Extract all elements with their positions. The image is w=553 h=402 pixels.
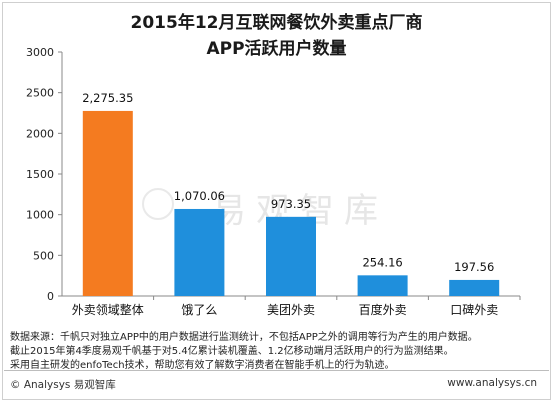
- y-tick-label: 0: [47, 290, 54, 303]
- data-label: 1,070.06: [174, 189, 225, 203]
- bar: [82, 110, 133, 296]
- y-tick-label: 2500: [26, 87, 54, 100]
- y-tick-label: 1500: [26, 168, 54, 181]
- x-tick-label: 外卖领域整体: [72, 302, 144, 317]
- data-label: 973.35: [271, 197, 311, 211]
- y-tick-label: 3000: [26, 46, 54, 59]
- data-label: 2,275.35: [82, 91, 133, 105]
- x-tick-label: 饿了么: [181, 303, 217, 317]
- x-tick-label: 口碑外卖: [450, 302, 498, 317]
- y-tick-label: 500: [33, 249, 54, 262]
- data-label: 197.56: [454, 260, 494, 274]
- chart-title-line2: APP活跃用户数量: [206, 39, 347, 59]
- watermark-logo-icon: [142, 188, 174, 220]
- y-tick-label: 2000: [26, 127, 54, 140]
- footer-divider: [4, 370, 549, 371]
- source-note-3: 采用自主研发的enfoTech技术，帮助您有效了解数字消费者在智能手机上的行为轨…: [10, 360, 395, 371]
- bar: [449, 279, 500, 296]
- data-label: 254.16: [362, 255, 402, 269]
- source-note-2: 截止2015年第4季度易观千帆基于对5.4亿累计装机覆盖、1.2亿移动端月活跃用…: [10, 346, 454, 357]
- y-tick-label: 1000: [26, 209, 54, 222]
- footer-url: www.analysys.cn: [447, 377, 537, 389]
- chart-title-line1: 2015年12月互联网餐饮外卖重点厂商: [130, 13, 423, 33]
- footer-copyright: © Analysys 易观智库: [10, 379, 116, 391]
- bar: [357, 275, 408, 296]
- x-tick-label: 百度外卖: [359, 302, 407, 317]
- bar: [174, 208, 225, 296]
- x-tick-label: 美团外卖: [267, 303, 315, 317]
- bar: [266, 216, 316, 296]
- source-note-1: 数据来源：千帆只对独立APP中的用户数据进行监测统计，不包括APP之外的调用等行…: [10, 332, 478, 343]
